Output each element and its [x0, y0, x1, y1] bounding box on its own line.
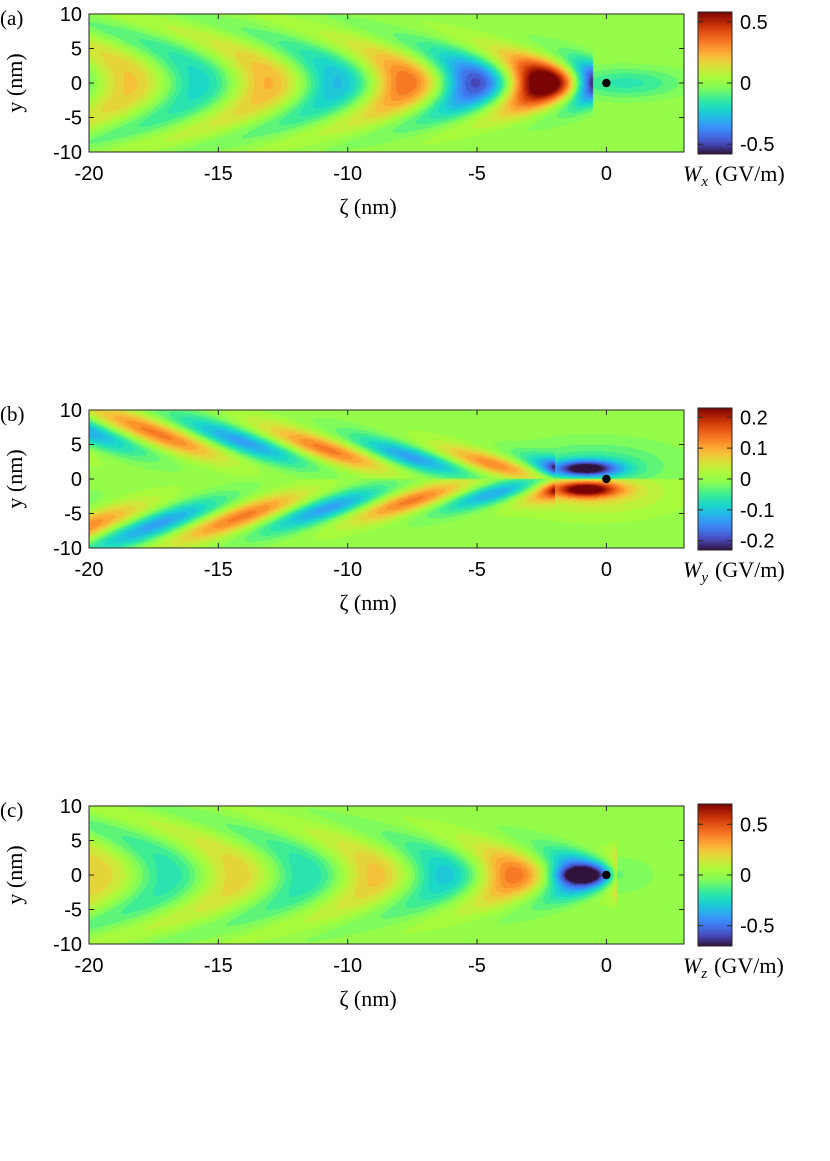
colorbar-tick-label: 0	[740, 469, 751, 491]
x-axis-label: ζ (nm)	[339, 194, 396, 219]
colorbar-tick-label: 0.1	[740, 438, 768, 460]
x-axis-label: ζ (nm)	[339, 986, 396, 1011]
x-tick-label: -20	[75, 163, 104, 185]
x-tick-label: -15	[204, 559, 233, 581]
y-tick-label: -5	[64, 108, 82, 130]
heatmap	[89, 410, 684, 548]
x-tick-label: -10	[333, 559, 362, 581]
y-tick-label: 5	[71, 435, 82, 457]
colorbar	[697, 11, 733, 155]
panel-label: (b)	[0, 402, 25, 426]
colorbar	[697, 407, 733, 551]
x-tick-label: -5	[468, 163, 486, 185]
y-axis-label: y (nm)	[2, 53, 27, 112]
y-tick-label: 5	[71, 39, 82, 61]
colorbar-label: Wz (GV/m)	[683, 953, 784, 982]
x-tick-label: 0	[601, 955, 612, 977]
x-tick-label: -15	[204, 163, 233, 185]
beam-marker	[602, 870, 611, 880]
y-tick-label: -5	[64, 504, 82, 526]
colorbar-tick-label: 0.5	[740, 12, 768, 34]
x-tick-label: -15	[204, 955, 233, 977]
y-axis-label: y (nm)	[2, 845, 27, 904]
colorbar-tick-label: -0.2	[740, 531, 774, 553]
x-axis-label: ζ (nm)	[339, 590, 396, 615]
colorbar-tick-label: 0.2	[740, 407, 768, 429]
y-tick-label: 0	[71, 469, 82, 491]
colorbar-tick-label: 0.5	[740, 814, 768, 836]
heatmap	[89, 14, 684, 152]
y-tick-label: -10	[53, 934, 82, 956]
y-tick-label: 5	[71, 831, 82, 853]
heatmap	[89, 806, 684, 944]
colorbar-label: Wy (GV/m)	[683, 557, 785, 586]
y-tick-label: -10	[53, 538, 82, 560]
x-tick-label: -5	[468, 955, 486, 977]
y-tick-label: 10	[60, 4, 82, 26]
y-tick-label: 10	[60, 796, 82, 818]
colorbar-tick-label: 0	[740, 865, 751, 887]
colorbar-tick-label: -0.1	[740, 500, 774, 522]
colorbar-tick-label: 0	[740, 73, 751, 95]
x-tick-label: -20	[75, 955, 104, 977]
x-tick-label: 0	[601, 559, 612, 581]
x-tick-label: -10	[333, 955, 362, 977]
colorbar	[697, 803, 733, 947]
beam-marker	[602, 474, 611, 484]
panel-b: (b) -20 -15 -10 -5 0 10 5 0 -5 -10 ζ (nm) y (nm) 0.2 0…	[0, 400, 785, 615]
colorbar-tick-label: -0.5	[740, 916, 774, 938]
x-tick-label: -20	[75, 559, 104, 581]
colorbar-tick-label: -0.5	[740, 134, 774, 156]
beam-marker	[602, 78, 611, 88]
y-tick-label: -5	[64, 900, 82, 922]
y-tick-label: 10	[60, 400, 82, 422]
y-tick-label: 0	[71, 865, 82, 887]
panel-label: (a)	[0, 6, 23, 30]
colorbar-label: Wx (GV/m)	[683, 161, 785, 190]
x-tick-label: 0	[601, 163, 612, 185]
y-axis-label: y (nm)	[2, 449, 27, 508]
y-tick-label: -10	[53, 142, 82, 164]
panel-c: (c) -20 -15 -10 -5 0 10 5 0 -5 -10 ζ (nm) y (nm) 0.5 0…	[0, 796, 784, 1011]
panel-a: (a) -20 -15 -10 -5 0 10 5 0 -5 -10 ζ (nm) y (nm) 0.5 0…	[0, 4, 785, 219]
y-tick-label: 0	[71, 73, 82, 95]
x-tick-label: -10	[333, 163, 362, 185]
panel-label: (c)	[0, 798, 23, 822]
x-tick-label: -5	[468, 559, 486, 581]
